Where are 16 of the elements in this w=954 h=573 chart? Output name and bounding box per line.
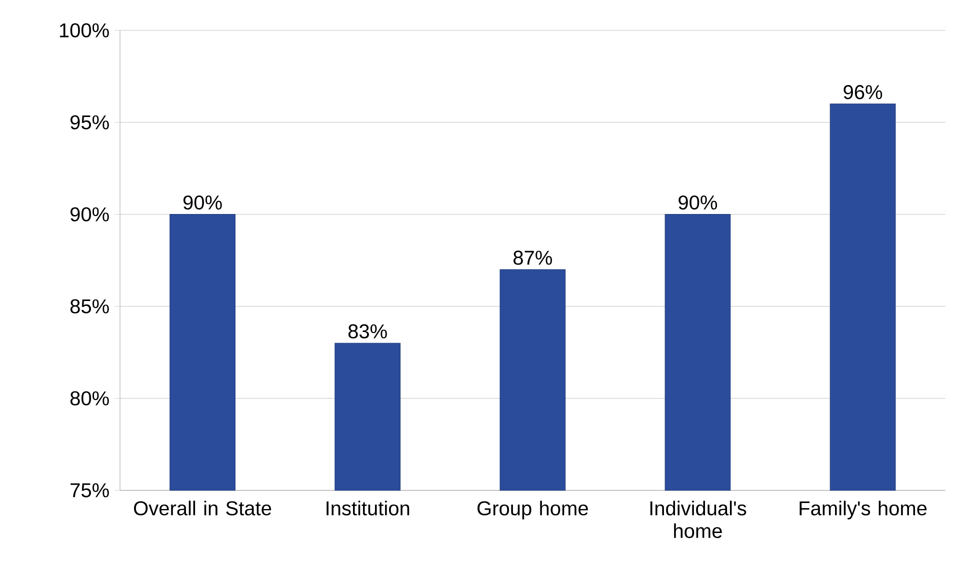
x-tick-label: Institution xyxy=(326,500,410,516)
data-label: 90% xyxy=(183,195,222,210)
data-label: 87% xyxy=(514,250,552,265)
data-label: 90% xyxy=(678,195,718,210)
x-tick-label: Overall in State xyxy=(134,500,272,516)
y-tick-label: 85% xyxy=(70,299,109,314)
x-tick-label: Individual's home xyxy=(650,500,746,538)
y-tick-label: 100% xyxy=(60,23,109,38)
y-tick-label: 95% xyxy=(70,115,109,130)
y-tick-label: 80% xyxy=(70,391,109,406)
data-label: 83% xyxy=(348,324,387,338)
y-tick-label: 90% xyxy=(70,207,109,222)
x-tick-label: Group home xyxy=(478,500,588,520)
data-label: 96% xyxy=(844,85,882,100)
y-tick-label: 75% xyxy=(70,483,109,498)
x-tick-label: Family's home xyxy=(800,500,927,520)
